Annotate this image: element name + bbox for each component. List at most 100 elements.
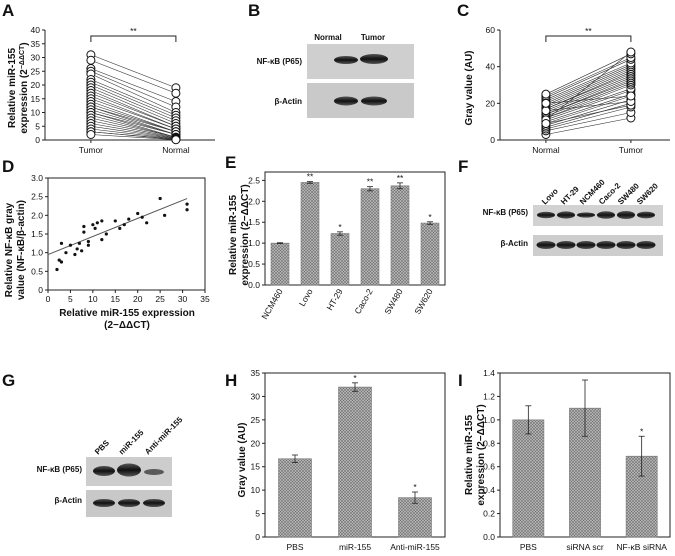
data-point: [626, 91, 636, 101]
y-tick-label: 0.0: [483, 532, 495, 542]
x-tick-label: 15: [111, 294, 121, 304]
data-point: [86, 239, 90, 244]
data-point: [541, 89, 551, 99]
x-tick-label: 20: [133, 294, 143, 304]
significance-mark: **: [130, 26, 137, 36]
pair-line: [90, 81, 177, 119]
data-point: [86, 130, 96, 139]
blot-b-band-nfkb-tumor: [360, 54, 388, 64]
data-point: [86, 243, 90, 247]
y-tick-label: 30: [31, 53, 41, 63]
y-tick-label: 5: [35, 121, 40, 131]
pair-line: [90, 59, 177, 94]
pair-line: [545, 70, 632, 108]
blot-b-band-actin-normal: [334, 96, 358, 106]
data-point: [68, 243, 73, 247]
panel-letter-e: E: [225, 153, 236, 172]
y-tick-label: 0: [38, 285, 43, 295]
y-tick-label: 1.5: [248, 217, 260, 227]
pair-line: [90, 123, 176, 139]
panel-g-blot: PBS miR-155 Anti-miR-155 NF-κB (P65) β-A…: [37, 415, 185, 517]
x-tick-label: PBS: [520, 542, 537, 552]
y-tick-label: 10: [31, 108, 41, 118]
x-tick-label: NF-κB siRNA: [616, 542, 667, 552]
data-point: [140, 215, 144, 219]
pair-line: [545, 57, 632, 97]
pair-line: [90, 112, 176, 135]
y-tick-label: 1.2: [483, 391, 495, 401]
y-tick-label: 15: [31, 94, 41, 104]
significance-mark: **: [585, 26, 592, 36]
pair-line: [545, 75, 632, 111]
data-point: [64, 251, 68, 255]
y-tick-label: 40: [486, 62, 496, 72]
pair-line: [90, 134, 176, 141]
bar: [278, 458, 312, 538]
panel-i-plot: 0.0 0.2 0.4 0.6 0.8 1.0 1.2 1.4 PBS siRNA scr * NF-…: [483, 368, 671, 552]
bar: [512, 419, 545, 538]
x-tick-label: 25: [155, 294, 165, 304]
pair-line: [545, 84, 632, 119]
data-point: [100, 219, 104, 223]
data-point: [118, 226, 122, 230]
pair-line: [545, 117, 631, 135]
panel-a-plot: 0 5 10 15 20 25 30 35 40 Tumor Normal **: [31, 25, 215, 155]
panel-a-ylabel-line2: expression (2−ΔΔCT): [19, 42, 30, 133]
significance-mark: **: [307, 172, 314, 182]
blot-f-band-actin: [636, 241, 656, 249]
fit-line: [47, 198, 188, 255]
panel-c-plot: 0 20 40 60 Normal Tumor **: [486, 25, 670, 155]
y-tick-label: 20: [31, 80, 41, 90]
pair-line: [545, 95, 631, 124]
data-point: [100, 238, 104, 242]
blot-f-band-nfkb: [637, 211, 655, 219]
pair-line: [545, 66, 632, 104]
data-point: [541, 98, 551, 108]
data-point: [163, 213, 167, 217]
x-tick-label: 0: [46, 294, 51, 304]
data-point: [55, 267, 59, 272]
pair-line: [90, 125, 176, 139]
panel-e-ylabel-line2: expression (2−ΔΔCT): [240, 184, 251, 285]
blot-g-band-actin-anti: [143, 499, 165, 507]
data-point: [57, 258, 61, 262]
blot-g-lane-mir155: miR-155: [117, 428, 146, 457]
blot-g-lane-pbs: PBS: [93, 438, 111, 456]
panel-d-ylabel-line1: Relative NF-κB gray: [4, 202, 15, 297]
x-tick-label: siRNA scr: [566, 542, 603, 552]
panel-letter-h: H: [225, 371, 237, 390]
blot-g-band-actin-pbs: [93, 499, 115, 507]
blot-f-band-actin: [536, 241, 556, 249]
y-tick-label: 25: [251, 415, 261, 425]
data-point: [127, 217, 131, 221]
data-point: [77, 241, 81, 245]
blot-f-band-nfkb: [537, 211, 555, 219]
x-tick-label: Anti-miR-155: [390, 542, 440, 552]
data-point: [626, 47, 636, 57]
pair-line: [545, 53, 632, 95]
blot-g-row-actin: β-Actin: [54, 496, 82, 505]
data-point: [171, 88, 181, 98]
data-point: [136, 211, 140, 216]
blot-g-row-nfkb: NF-κB (P65): [37, 465, 83, 474]
panel-letter-g: G: [2, 371, 15, 390]
data-point: [541, 106, 551, 116]
y-tick-label: 10: [251, 485, 261, 495]
blot-b-membrane-nfkb: [307, 44, 414, 79]
pair-line: [545, 62, 632, 100]
panel-e-plot: 0.0 0.5 1.0 1.5 2.0 2.5 NCM460 ** Lovo * HT-29 ** Ca…: [248, 171, 446, 321]
pair-line: [90, 112, 176, 138]
blot-f-band-nfkb: [577, 212, 595, 218]
pair-line: [90, 95, 177, 130]
significance-mark: *: [428, 212, 432, 222]
panel-e-frame: [264, 171, 446, 286]
blot-b-band-nfkb-normal: [334, 56, 358, 64]
bar: [330, 233, 350, 286]
x-tick-label: SW480: [382, 287, 405, 316]
y-tick-label: 0: [35, 135, 40, 145]
blot-f-lane-sw620: SW620: [635, 181, 660, 206]
panel-d-frame: [47, 177, 206, 291]
pair-line: [90, 120, 176, 139]
pair-line: [90, 73, 177, 113]
blot-b-row-nfkb: NF-κB (P65): [257, 57, 303, 66]
